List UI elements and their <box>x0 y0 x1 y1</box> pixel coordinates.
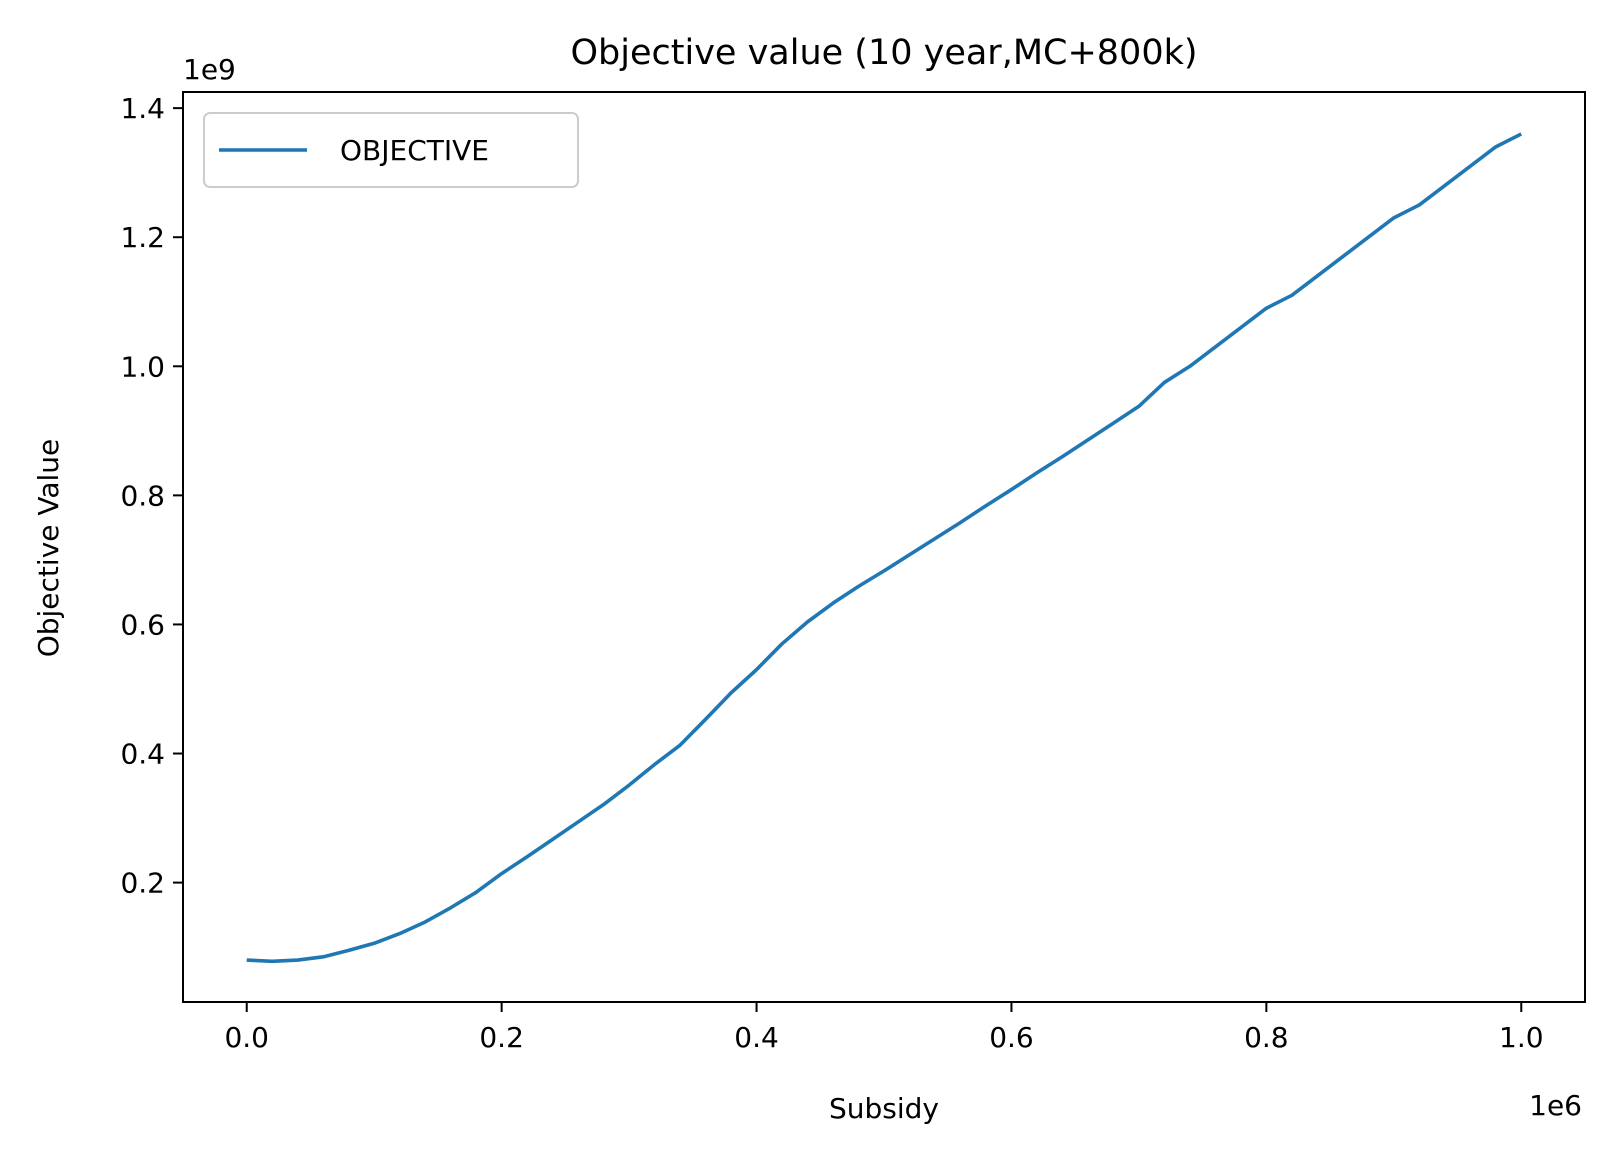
legend-box <box>203 112 579 188</box>
chart-title: Objective value (10 year,MC+800k) <box>570 33 1197 73</box>
y-offset-label: 1e9 <box>183 53 236 86</box>
x-tick-label: 0.0 <box>224 1021 269 1054</box>
y-axis-label: Objective Value <box>32 439 65 658</box>
x-tick-label: 0.4 <box>734 1021 779 1054</box>
y-tick-label: 1.2 <box>120 221 165 254</box>
y-tick-label: 0.2 <box>120 867 165 900</box>
y-tick-label: 1.4 <box>120 92 165 125</box>
x-tick-label: 0.8 <box>1244 1021 1289 1054</box>
y-tick-label: 1.0 <box>120 350 165 383</box>
y-tick-label: 0.4 <box>120 738 165 771</box>
x-tick-label: 1.0 <box>1499 1021 1544 1054</box>
x-axis-label: Subsidy <box>829 1092 939 1125</box>
y-ticks: 0.2 0.4 0.6 0.8 1.0 1.2 1.4 <box>120 92 183 900</box>
plot-frame <box>182 91 1586 1003</box>
x-tick-label: 0.2 <box>479 1021 524 1054</box>
x-tick-label: 0.6 <box>989 1021 1034 1054</box>
x-offset-label: 1e6 <box>1529 1089 1582 1122</box>
objective-series-line <box>246 132 1523 964</box>
y-tick-label: 0.6 <box>120 608 165 641</box>
x-ticks: 0.0 0.2 0.4 0.6 0.8 1.0 <box>224 1002 1544 1054</box>
legend-label: OBJECTIVE <box>340 134 489 167</box>
y-tick-label: 0.8 <box>120 479 165 512</box>
legend: OBJECTIVE <box>203 112 579 188</box>
